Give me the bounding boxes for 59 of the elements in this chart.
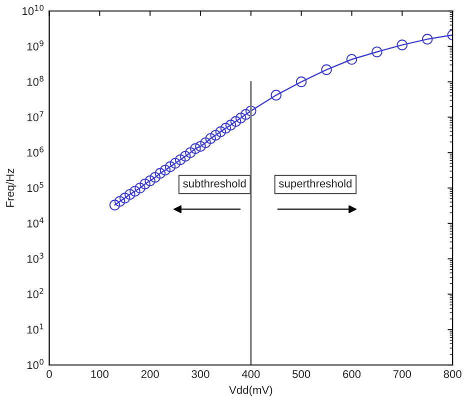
- point: [160, 164, 171, 176]
- point: [195, 140, 206, 152]
- point: [372, 46, 382, 58]
- point: [270, 90, 282, 101]
- point: [396, 40, 408, 50]
- y-tick-label: 10$^{6}$: [27, 146, 44, 157]
- x-tick-label: 0: [46, 370, 52, 378]
- point: [185, 147, 196, 158]
- point: [154, 168, 166, 179]
- point: [205, 133, 216, 144]
- point: [180, 150, 191, 162]
- point: [296, 76, 307, 88]
- point: [230, 116, 242, 127]
- y-axis-title: Freq/Hz: [6, 168, 16, 207]
- y-tick-label: 10$^{3}$: [27, 252, 44, 263]
- x-axis-title: Vdd(mV): [229, 386, 272, 396]
- x-tick-label: 200: [141, 370, 159, 378]
- point: [240, 109, 252, 120]
- point: [235, 112, 246, 124]
- y-tick-label: 10$^{9}$: [27, 40, 44, 50]
- x-tick-label: 500: [292, 370, 310, 378]
- x-tick-label: 300: [192, 370, 210, 378]
- point: [215, 126, 226, 138]
- x-tick-label: 400: [242, 370, 260, 378]
- point: [134, 182, 146, 194]
- annotation: superthreshold: [279, 179, 352, 190]
- point: [174, 154, 186, 166]
- point: [124, 189, 136, 200]
- y-tick-label: 10$^{1}$: [27, 324, 44, 334]
- point: [346, 54, 358, 65]
- point: [114, 196, 126, 207]
- y-tick-label: 10$^{4}$: [27, 217, 44, 228]
- point: [164, 161, 176, 172]
- point: [144, 175, 156, 186]
- point: [321, 64, 332, 76]
- point: [190, 143, 201, 154]
- point: [220, 122, 232, 134]
- point: [140, 178, 150, 190]
- point: [422, 34, 433, 45]
- y-tick-label: 10$^{8}$: [27, 76, 44, 86]
- y-tick-label: 10$^{2}$: [27, 288, 44, 298]
- x-tick-label: 700: [393, 370, 412, 378]
- point: [130, 186, 140, 197]
- y-tick-label: 10$^{7}$: [27, 111, 44, 122]
- y-tick-label: 10$^{0}$: [27, 358, 44, 370]
- point: [119, 192, 130, 204]
- x-tick-label: 600: [343, 370, 361, 378]
- point: [210, 130, 222, 141]
- y-tick-label: 10$^{5}$: [27, 182, 44, 192]
- point: [170, 158, 181, 169]
- annotation: subthreshold: [183, 179, 246, 188]
- x-tick-label: 100: [91, 370, 108, 378]
- point: [109, 200, 120, 210]
- point: [150, 172, 161, 183]
- point: [200, 137, 211, 148]
- point: [225, 120, 236, 130]
- y-tick-label: 10$^{10}$: [22, 4, 44, 16]
- point: [246, 106, 256, 116]
- x-tick-label: 800: [444, 370, 462, 378]
